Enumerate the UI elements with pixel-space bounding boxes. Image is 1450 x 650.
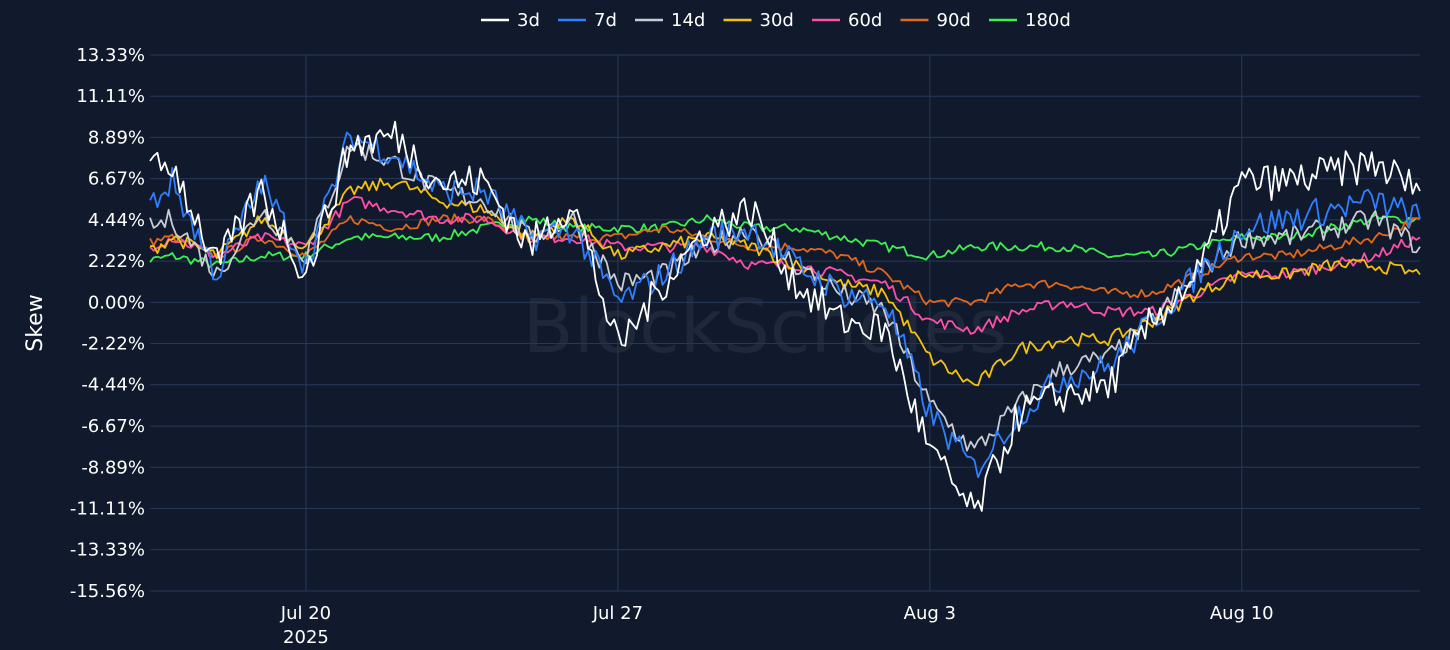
legend-item-180d[interactable]: 180d (989, 10, 1071, 31)
legend-item-3d[interactable]: 3d (481, 10, 540, 31)
legend-label: 3d (517, 10, 540, 31)
y-tick-label: -8.89% (81, 457, 145, 478)
x-tick-label: Jul 20 (280, 603, 331, 624)
legend-item-60d[interactable]: 60d (812, 10, 882, 31)
y-tick-label: 4.44% (88, 210, 145, 231)
watermark: BlockScholes (523, 284, 1008, 370)
legend-label: 30d (760, 10, 794, 31)
y-tick-label: 8.89% (88, 127, 145, 148)
y-tick-label: -2.22% (81, 334, 145, 355)
legend-label: 60d (848, 10, 882, 31)
legend[interactable]: 3d 7d 14d 30d 60d 90d 180d (481, 10, 1071, 31)
legend-item-7d[interactable]: 7d (558, 10, 617, 31)
y-tick-label: 11.11% (76, 86, 145, 107)
series-line-14d (149, 142, 1421, 452)
legend-item-14d[interactable]: 14d (635, 10, 705, 31)
legend-item-90d[interactable]: 90d (900, 10, 971, 31)
legend-label: 14d (671, 10, 705, 31)
x-tick-label: Aug 3 (904, 603, 956, 624)
x-tick-label: Jul 27 (592, 603, 643, 624)
y-axis-ticks: 13.33% 11.11% 8.89% 6.67% 4.44% 2.22% 0.00% -2.… (70, 45, 145, 602)
series-line-90d (149, 213, 1421, 308)
x-tick-label: Aug 10 (1210, 603, 1274, 624)
series-line-7d (149, 131, 1421, 479)
y-tick-label: -13.33% (70, 540, 145, 561)
x-axis-ticks: Jul 20 2025 Jul 27 Aug 3 Aug 10 (280, 603, 1274, 648)
y-tick-label: 0.00% (88, 292, 145, 313)
y-tick-label: -4.44% (81, 375, 145, 396)
y-tick-label: 2.22% (88, 251, 145, 272)
series-line-3d (149, 120, 1421, 512)
series-lines (149, 120, 1421, 512)
y-tick-label: -11.11% (70, 498, 145, 519)
y-tick-label: -6.67% (81, 416, 145, 437)
legend-label: 180d (1025, 10, 1071, 31)
legend-label: 7d (594, 10, 617, 31)
series-line-180d (149, 213, 1421, 269)
y-tick-label: 6.67% (88, 169, 145, 190)
y-tick-label: -15.56% (70, 581, 145, 602)
legend-item-30d[interactable]: 30d (723, 10, 794, 31)
y-axis-title: Skew (23, 294, 48, 351)
y-tick-label: 13.33% (76, 45, 145, 66)
x-tick-sublabel: 2025 (283, 627, 329, 648)
legend-label: 90d (937, 10, 971, 31)
